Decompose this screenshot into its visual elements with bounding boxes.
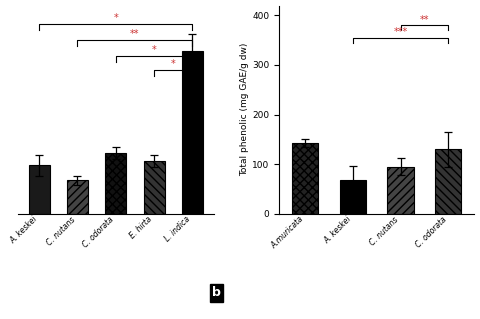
Bar (387, 167, 414, 214)
Text: *: * (171, 59, 176, 70)
Bar (435, 149, 461, 214)
Bar (29, 165, 50, 214)
Text: ***: *** (394, 27, 408, 37)
Y-axis label: Total phenolic (mg GAE/g dw): Total phenolic (mg GAE/g dw) (240, 43, 249, 176)
Text: b: b (212, 286, 221, 299)
Bar (292, 143, 318, 214)
Bar (182, 51, 203, 214)
Text: **: ** (420, 15, 429, 25)
Text: **: ** (130, 29, 140, 39)
Bar (105, 153, 126, 214)
Bar (67, 181, 88, 214)
Text: *: * (113, 13, 118, 23)
Bar (144, 160, 165, 214)
Text: *: * (152, 45, 156, 55)
Bar (340, 180, 366, 214)
